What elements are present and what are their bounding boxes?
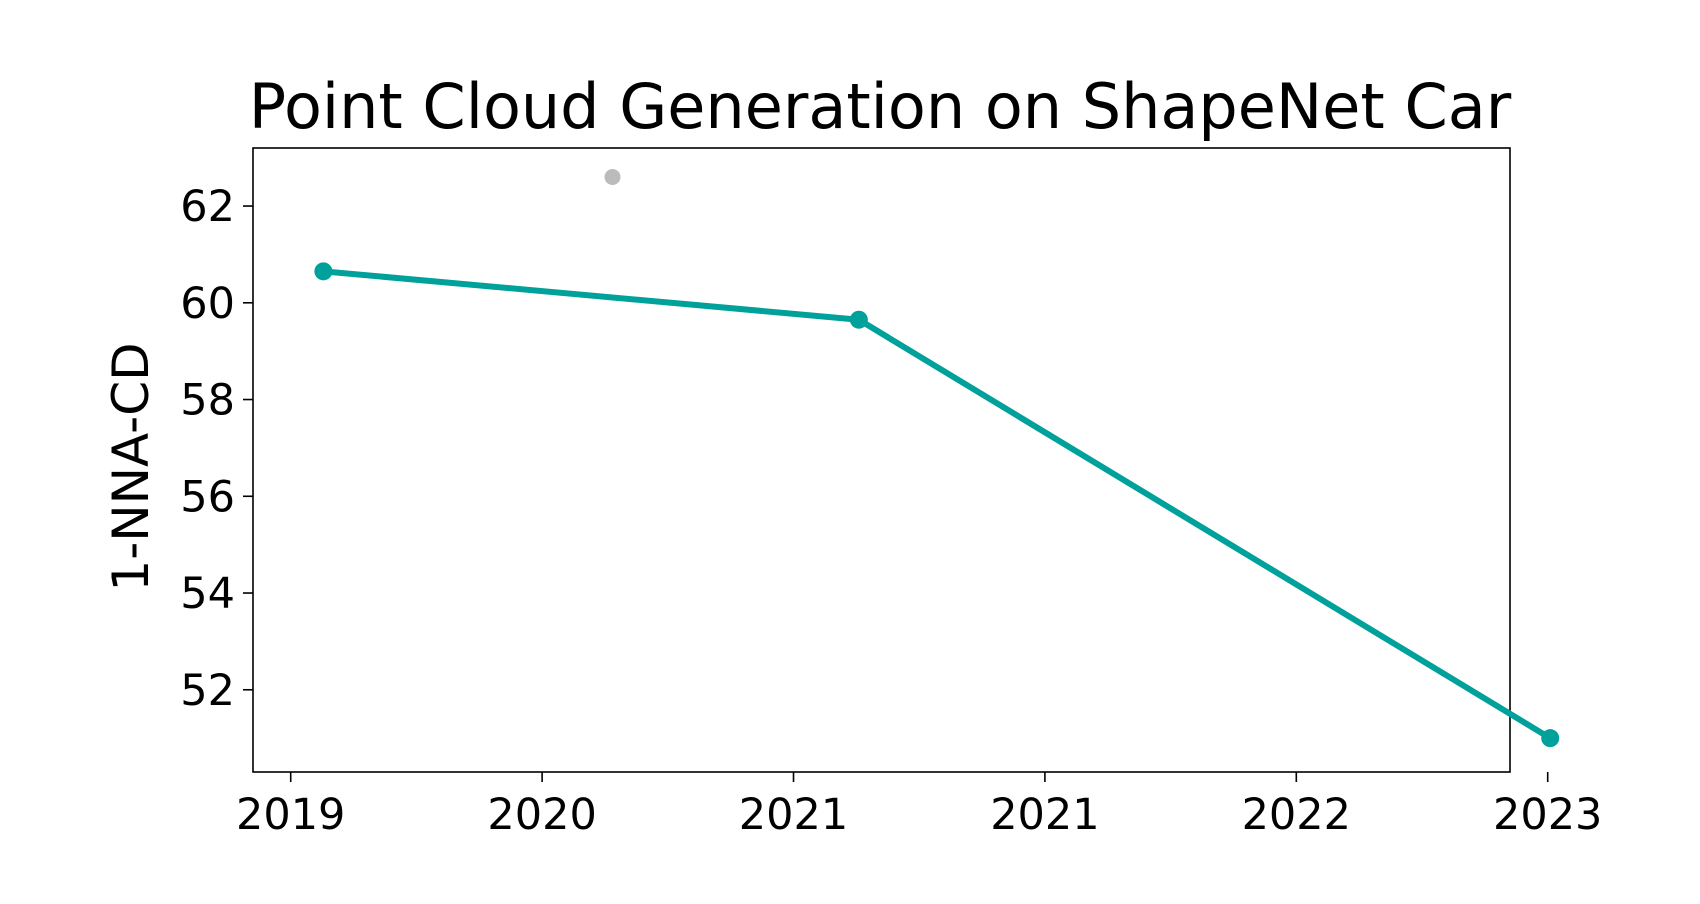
chart-title: Point Cloud Generation on ShapeNet Car <box>249 70 1512 143</box>
x-tick-label: 2023 <box>1493 790 1602 840</box>
plot-area: 52 54 56 58 60 62 2019 2020 2021 2021 2022 2023 <box>180 147 1602 840</box>
y-tick-label: 58 <box>180 376 235 426</box>
series-line <box>320 268 1554 742</box>
data-point <box>849 310 868 329</box>
y-axis-label: 1-NNA-CD <box>102 342 160 591</box>
y-tick-label: 54 <box>180 569 235 619</box>
y-tick-label: 56 <box>180 472 235 522</box>
plot-frame <box>252 147 1511 773</box>
other-data-point <box>604 169 621 186</box>
x-tick-label: 2022 <box>1242 790 1351 840</box>
y-tick-label: 52 <box>180 666 235 716</box>
y-tick-label: 60 <box>180 279 235 329</box>
x-tick-label: 2021 <box>739 790 848 840</box>
data-point <box>314 262 333 281</box>
x-tick-label: 2019 <box>236 790 345 840</box>
y-tick-label: 62 <box>180 182 235 232</box>
x-tick-label: 2021 <box>990 790 1099 840</box>
data-point <box>1541 729 1560 748</box>
x-tick-label: 2020 <box>487 790 596 840</box>
